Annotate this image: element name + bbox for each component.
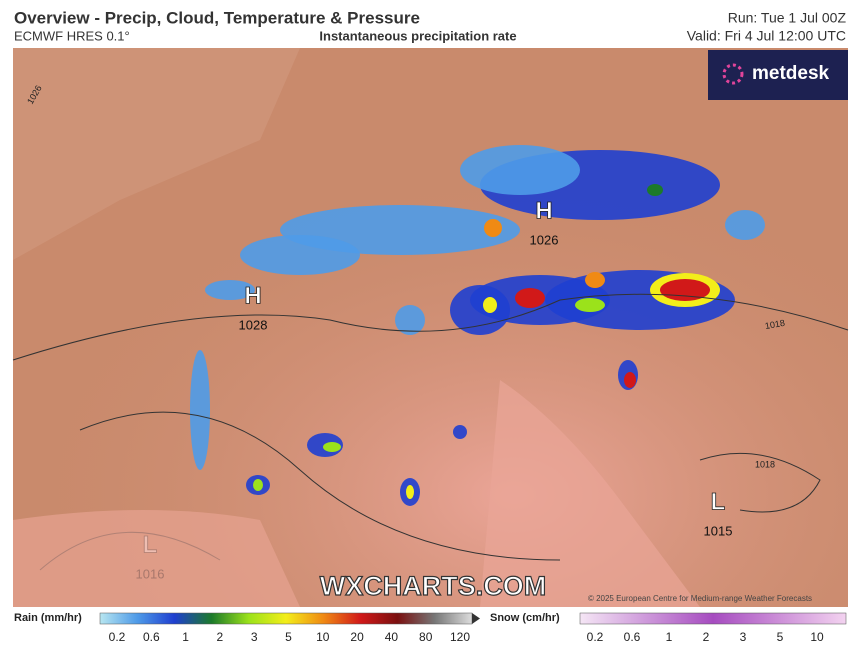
rain-tick-label: 40 [385,630,399,644]
heavy-rain [624,372,636,388]
snow-tick-label: 0.2 [587,630,604,644]
heavy-rain [484,219,502,237]
snow-label: Snow (cm/hr) [490,612,560,624]
rain-tick-label: 3 [251,630,258,644]
pressure-value: 1026 [530,232,559,247]
pressure-letter: H [244,282,261,309]
brand-icon [722,63,744,85]
model: ECMWF HRES 0.1° [14,28,130,43]
brand-box [708,50,848,100]
heavy-rain [585,272,605,288]
rain-area [395,305,425,335]
precipitation [12,145,849,571]
snow-tick-label: 10 [810,630,824,644]
isobar [12,293,849,361]
rain-area [725,210,765,240]
snow-tick-label: 3 [740,630,747,644]
rain-area [450,285,510,335]
isobar-label: 1018 [764,318,785,331]
sea [13,510,300,607]
snow-tick-label: 1 [666,630,673,644]
pressure-letter: H [535,197,552,224]
subtitle: Instantaneous precipitation rate [319,28,516,43]
heavy-rain [406,485,414,499]
pressure-value: 1015 [704,523,733,538]
title: Overview - Precip, Cloud, Temperature & … [14,8,420,27]
sea [480,380,700,607]
heavy-rain [253,479,263,491]
heavy-rain [323,442,341,452]
isobar [79,411,561,561]
pressure-value: 1028 [239,317,268,332]
rain-tick-label: 20 [350,630,364,644]
isobar-label: 1018 [755,459,775,469]
valid: Valid: Fri 4 Jul 12:00 UTC [687,28,846,44]
snow-tick-label: 0.6 [624,630,641,644]
rain-area [460,145,580,195]
rain-tick-label: 5 [285,630,292,644]
rain-colorbar [99,612,473,625]
rain-arrow [472,613,480,624]
rain-label: Rain (mm/hr) [14,612,82,624]
rain-tick-label: 10 [316,630,330,644]
rain-area [453,425,467,439]
heavy-rain [483,297,497,313]
brand: metdesk [752,63,830,84]
rain-area [190,350,210,470]
lowland [13,48,300,260]
run: Run: Tue 1 Jul 00Z [728,10,847,26]
snow-colorbar [579,612,847,625]
rain-tick-label: 120 [450,630,470,644]
pressure-letter: L [711,488,726,515]
isobar [699,452,821,513]
rain-tick-label: 1 [182,630,189,644]
snow-tick-label: 2 [703,630,710,644]
watermark: WXCHARTS.COM [320,571,546,601]
snow-tick-label: 5 [777,630,784,644]
heavy-rain [647,184,663,196]
rain-area [240,235,360,275]
rain-area [205,280,255,300]
rain-tick-label: 80 [419,630,433,644]
rain-tick-label: 0.2 [109,630,126,644]
copyright: © 2025 European Centre for Medium-range … [588,594,812,603]
rain-tick-label: 2 [217,630,224,644]
heavy-rain [575,298,605,312]
heavy-rain [515,288,545,308]
rain-tick-label: 0.6 [143,630,160,644]
